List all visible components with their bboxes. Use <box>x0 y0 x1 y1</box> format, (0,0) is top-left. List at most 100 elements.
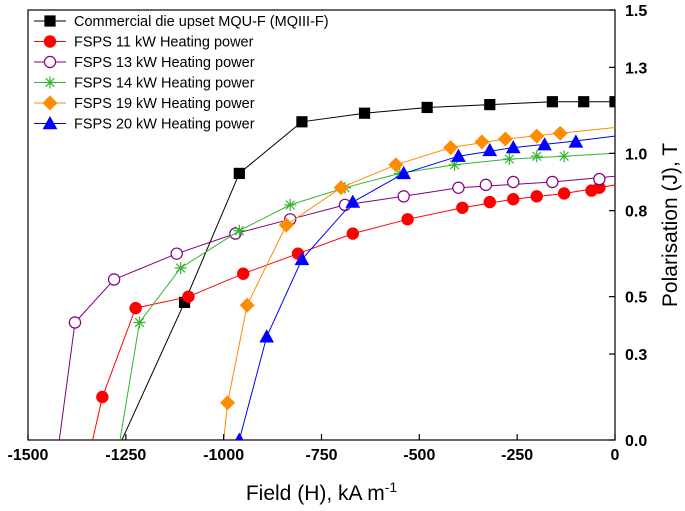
data-point <box>507 192 520 206</box>
data-point <box>452 181 465 194</box>
data-point <box>296 116 308 128</box>
series-line <box>58 175 615 440</box>
data-point <box>237 267 250 280</box>
data-point <box>233 224 246 237</box>
data-point <box>529 128 545 144</box>
legend-marker <box>44 76 56 89</box>
legend-entry: FSPS 11 kW Heating power <box>34 35 254 51</box>
x-tick-label: -750 <box>305 447 337 464</box>
data-point <box>259 329 275 343</box>
data-point <box>294 251 310 266</box>
legend-label: FSPS 19 kW Heating power <box>74 96 255 112</box>
data-point <box>107 273 121 286</box>
data-point <box>421 101 433 114</box>
data-point <box>346 227 360 240</box>
data-point <box>396 165 412 180</box>
legend-marker <box>42 115 58 130</box>
data-point <box>220 395 236 411</box>
y-axis-title: Polarisation (J), T <box>659 143 682 307</box>
y-tick-label: 0.5 <box>625 290 647 307</box>
plot-frame <box>27 9 616 441</box>
data-point <box>507 175 520 189</box>
series-line <box>223 127 615 440</box>
data-point <box>129 301 142 315</box>
data-point <box>546 96 558 108</box>
data-point <box>537 137 552 151</box>
data-point <box>278 217 294 233</box>
y-tick-label: 0.3 <box>625 347 647 364</box>
legend-label: Commercial die upset MQU-F (MQIII-F) <box>74 14 329 30</box>
data-point <box>483 195 496 209</box>
data-point <box>530 190 543 203</box>
data-point <box>284 198 297 211</box>
legend-label: FSPS 14 kW Heating power <box>74 76 255 92</box>
data-point <box>401 213 414 226</box>
legend-entry: FSPS 13 kW Heating power <box>34 55 255 71</box>
series-5 <box>220 125 615 440</box>
x-tick-label: -1250 <box>105 447 146 464</box>
data-point <box>558 150 571 163</box>
legend: Commercial die upset MQU-F (MQIII-F) FSPS… <box>34 14 329 133</box>
series-line <box>92 184 615 440</box>
plot-area <box>27 9 616 441</box>
data-point <box>578 96 590 108</box>
data-point <box>484 98 496 111</box>
data-point <box>546 175 559 189</box>
legend-marker <box>42 95 58 111</box>
data-point <box>239 297 255 313</box>
legend-entry: FSPS 14 kW Heating power <box>34 76 255 92</box>
y-tick-label: 0.8 <box>625 204 647 221</box>
series-6 <box>235 134 615 440</box>
legend-entry: FSPS 19 kW Heating power <box>34 95 255 112</box>
data-point <box>174 262 187 274</box>
legend-marker <box>44 15 56 27</box>
legend-marker <box>43 55 57 69</box>
data-point <box>451 148 466 162</box>
series-1 <box>121 96 615 440</box>
data-point <box>388 157 404 173</box>
y-tick-label: 1.0 <box>625 146 647 163</box>
data-point <box>397 190 410 203</box>
series-2 <box>92 181 615 440</box>
data-point <box>235 432 244 440</box>
y-tick-label: 1.5 <box>625 3 647 20</box>
data-point <box>448 158 461 171</box>
x-axis-title-text: Field (H), kA m <box>246 482 385 505</box>
data-point <box>505 140 521 154</box>
data-point <box>333 180 349 196</box>
x-axis-title: Field (H), kA m-1 <box>246 479 398 505</box>
data-point <box>68 316 82 329</box>
data-point <box>568 134 584 148</box>
data-point <box>552 125 568 141</box>
series-line <box>121 101 615 440</box>
data-point <box>593 172 606 186</box>
data-point <box>358 107 371 119</box>
data-point <box>557 187 571 200</box>
data-point <box>482 142 498 157</box>
x-tick-label: -1000 <box>203 447 244 464</box>
x-tick-label: 0 <box>611 447 620 464</box>
legend-entry: Commercial die upset MQU-F (MQIII-F) <box>34 14 329 30</box>
legend-label: FSPS 20 kW Heating power <box>74 117 255 133</box>
data-point <box>443 140 459 156</box>
data-point <box>133 316 146 329</box>
data-point <box>503 153 516 166</box>
x-tick-label: -250 <box>501 447 533 464</box>
legend-marker <box>43 35 57 48</box>
data-point <box>233 167 245 179</box>
data-point <box>456 201 469 214</box>
axes-layer: -1500 -1250 -1000 -750 -500 -250 0 0.0 0.3 0.5 0.8… <box>8 3 648 464</box>
x-tick-label: -500 <box>403 447 435 464</box>
legend-label: FSPS 11 kW Heating power <box>74 35 254 51</box>
data-point <box>96 390 109 404</box>
data-point <box>345 194 361 208</box>
data-point <box>479 178 493 192</box>
data-point <box>182 290 195 303</box>
y-tick-label: 1.3 <box>625 60 647 77</box>
y-tick-label: 0.0 <box>625 433 647 450</box>
series-layer <box>58 96 615 440</box>
legend-entry: FSPS 20 kW Heating power <box>34 115 255 133</box>
data-point <box>609 96 615 108</box>
x-axis-title-superscript: -1 <box>385 479 398 495</box>
